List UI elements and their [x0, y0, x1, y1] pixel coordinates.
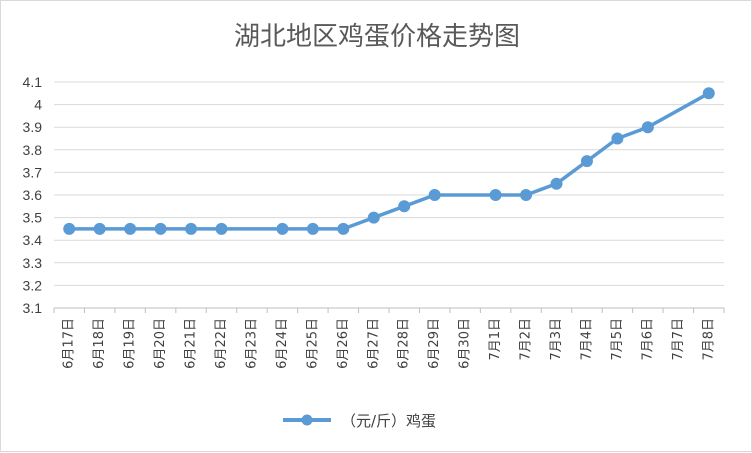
- y-tick-label: 3.7: [23, 164, 43, 180]
- y-tick-label: 3.3: [23, 255, 43, 271]
- series-line: [67, 91, 711, 231]
- data-point: [428, 189, 441, 201]
- data-point: [611, 132, 624, 145]
- legend[interactable]: （元/斤）鸡蛋: [283, 412, 436, 430]
- data-point: [580, 155, 593, 168]
- x-tick-label: 6月30日: [458, 318, 473, 369]
- data-point: [550, 177, 563, 190]
- legend-dot-marker: [301, 414, 313, 426]
- data-point: [641, 121, 654, 134]
- x-tick-label: 6月24日: [275, 318, 290, 369]
- data-point: [306, 222, 319, 235]
- data-point: [520, 189, 533, 201]
- x-axis-tick-labels: 6月17日 6月18日 6月19日 6月20日 6月21日 6月22日 6月23日 6月24日…: [62, 318, 717, 369]
- x-tick-label: 6月29日: [427, 318, 442, 369]
- y-tick-label: 4.1: [23, 74, 43, 90]
- data-point: [489, 189, 502, 201]
- data-point: [63, 222, 76, 235]
- x-tick-label: 6月20日: [153, 318, 168, 369]
- x-tick-label: 7月3日: [549, 318, 564, 361]
- x-tick-label: 7月7日: [671, 318, 686, 361]
- series-layer: [63, 87, 715, 235]
- y-tick-label: 3.2: [23, 277, 43, 293]
- grid-lines: [54, 81, 724, 286]
- x-axis: [53, 307, 725, 313]
- x-tick-label: 6月28日: [397, 318, 412, 369]
- data-point: [215, 222, 228, 235]
- data-point: [276, 222, 289, 235]
- data-point: [337, 222, 350, 235]
- x-tick-label: 7月8日: [701, 318, 716, 361]
- y-tick-label: 4: [34, 97, 42, 113]
- y-tick-label: 3.5: [23, 210, 43, 226]
- y-tick-label: 3.8: [23, 142, 43, 158]
- x-tick-label: 7月2日: [519, 318, 534, 361]
- x-tick-label: 6月27日: [366, 318, 381, 369]
- x-tick-label: 7月6日: [640, 318, 655, 361]
- x-tick-label: 6月22日: [214, 318, 229, 369]
- chart-title: 湖北地区鸡蛋价格走势图: [234, 22, 520, 52]
- y-tick-label: 3.6: [23, 187, 43, 203]
- y-tick-label: 3.4: [23, 232, 43, 248]
- x-tick-label: 6月19日: [123, 318, 138, 369]
- x-tick-label: 7月1日: [488, 318, 503, 361]
- x-tick-label: 6月26日: [336, 318, 351, 369]
- data-point: [93, 222, 106, 235]
- data-point: [185, 222, 198, 235]
- y-tick-label: 3.1: [23, 300, 43, 316]
- x-tick-label: 7月4日: [579, 318, 594, 361]
- x-tick-label: 6月25日: [305, 318, 320, 369]
- data-point: [398, 200, 411, 213]
- y-axis-tick-labels: 3.1 3.2 3.3 3.4 3.5 3.6 3.7 3.8 3.9 4 4.1: [23, 74, 43, 316]
- data-point: [367, 211, 380, 224]
- legend-label: （元/斤）鸡蛋: [341, 412, 436, 430]
- x-tick-label: 6月23日: [244, 318, 259, 369]
- x-tick-label: 6月21日: [184, 318, 199, 369]
- data-point: [154, 222, 167, 235]
- y-tick-label: 3.9: [23, 119, 43, 135]
- data-point: [124, 222, 137, 235]
- x-tick-label: 6月18日: [92, 318, 107, 369]
- data-point: [702, 87, 715, 100]
- x-tick-label: 6月17日: [62, 318, 77, 369]
- x-tick-label: 7月5日: [610, 318, 625, 361]
